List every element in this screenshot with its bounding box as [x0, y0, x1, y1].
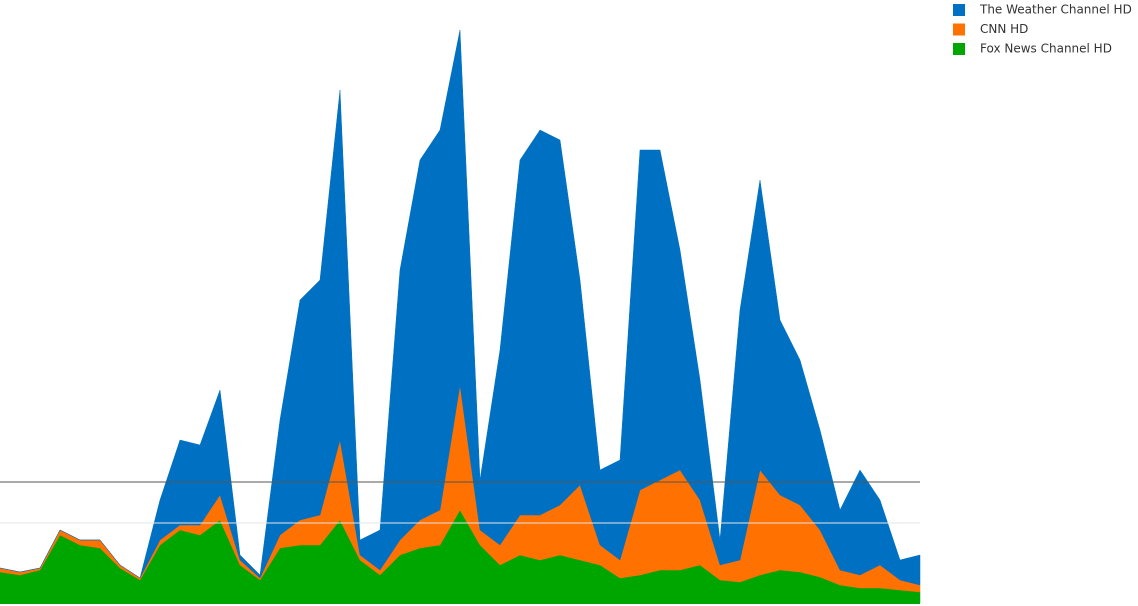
legend-label: The Weather Channel HD	[979, 3, 1132, 17]
legend-label: CNN HD	[980, 22, 1028, 36]
legend-swatch	[953, 43, 965, 55]
legend-label: Fox News Channel HD	[980, 42, 1112, 56]
legend-swatch	[953, 23, 965, 36]
legend: The Weather Channel HD CNN HD Fox News Cha…	[953, 3, 1132, 56]
area	[0, 29, 921, 586]
plot-area	[0, 29, 921, 604]
legend-swatch	[953, 4, 965, 16]
